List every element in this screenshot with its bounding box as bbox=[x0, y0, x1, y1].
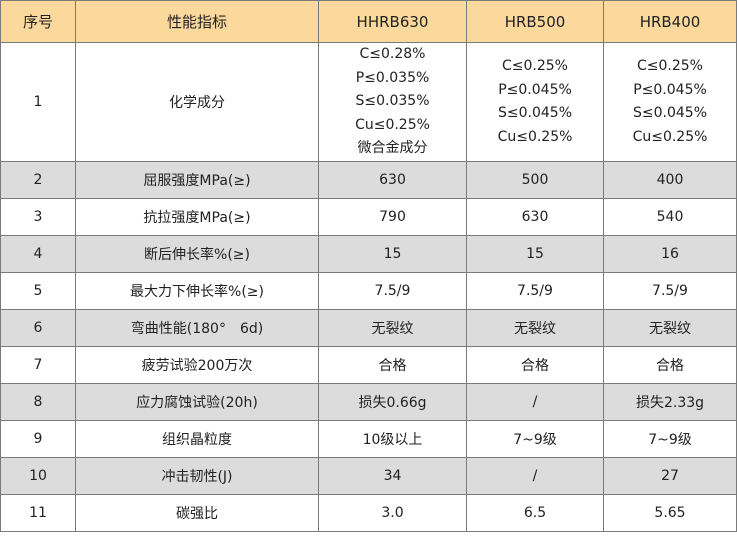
cell-no: 1 bbox=[0, 42, 76, 162]
table-row: 5 最大力下伸长率%(≥) 7.5/9 7.5/9 7.5/9 bbox=[0, 272, 737, 310]
header-property: 性能指标 bbox=[75, 0, 319, 43]
cell-no: 5 bbox=[0, 272, 76, 310]
cell-hrb500: 无裂纹 bbox=[466, 309, 604, 347]
cell-hrb500: 15 bbox=[466, 235, 604, 273]
cell-no: 2 bbox=[0, 161, 76, 199]
cell-property: 疲劳试验200万次 bbox=[75, 346, 319, 384]
cell-hrb400: 7~9级 bbox=[603, 420, 737, 458]
cell-hrb400: 损失2.33g bbox=[603, 383, 737, 421]
cell-property: 抗拉强度MPa(≥) bbox=[75, 198, 319, 236]
cell-hhrb630: 10级以上 bbox=[318, 420, 467, 458]
cell-hhrb630: 3.0 bbox=[318, 494, 467, 532]
composition-line: S≤0.045% bbox=[633, 105, 707, 121]
cell-hhrb630: 无裂纹 bbox=[318, 309, 467, 347]
cell-hhrb630: 34 bbox=[318, 457, 467, 495]
cell-hrb500: 7.5/9 bbox=[466, 272, 604, 310]
cell-no: 10 bbox=[0, 457, 76, 495]
composition-line: Cu≤0.25% bbox=[355, 116, 430, 133]
cell-no: 9 bbox=[0, 420, 76, 458]
table-row: 6 弯曲性能(180° 6d) 无裂纹 无裂纹 无裂纹 bbox=[0, 309, 737, 347]
header-no: 序号 bbox=[0, 0, 76, 43]
cell-hrb500: 7~9级 bbox=[466, 420, 604, 458]
composition-line: Cu≤0.25% bbox=[632, 128, 708, 145]
cell-hrb500: / bbox=[466, 383, 604, 421]
cell-no: 3 bbox=[0, 198, 76, 236]
composition-line: Cu≤0.25% bbox=[497, 128, 573, 145]
header-hrb500: HRB500 bbox=[466, 0, 604, 43]
table-row: 1 化学成分 C≤0.28% P≤0.035% S≤0.035% Cu≤0.25… bbox=[0, 42, 737, 162]
composition-line: P≤0.035% bbox=[355, 69, 430, 86]
cell-hhrb630: 790 bbox=[318, 198, 467, 236]
cell-property: 应力腐蚀试验(20h) bbox=[75, 383, 319, 421]
cell-property: 弯曲性能(180° 6d) bbox=[75, 309, 319, 347]
composition-line: C≤0.28% bbox=[359, 46, 426, 63]
table-row: 4 断后伸长率%(≥) 15 15 16 bbox=[0, 235, 737, 273]
composition-line: P≤0.045% bbox=[633, 81, 707, 98]
cell-property: 化学成分 bbox=[75, 42, 319, 162]
table-row: 3 抗拉强度MPa(≥) 790 630 540 bbox=[0, 198, 737, 236]
composition-line: C≤0.25% bbox=[502, 58, 568, 74]
cell-property: 碳强比 bbox=[75, 494, 319, 532]
cell-hhrb630: 630 bbox=[318, 161, 467, 199]
cell-hrb400: C≤0.25% P≤0.045% S≤0.045% Cu≤0.25% bbox=[603, 42, 737, 162]
cell-no: 7 bbox=[0, 346, 76, 384]
cell-hhrb630: C≤0.28% P≤0.035% S≤0.035% Cu≤0.25% 微合金成分 bbox=[318, 42, 467, 162]
cell-hrb400: 7.5/9 bbox=[603, 272, 737, 310]
cell-hrb500: / bbox=[466, 457, 604, 495]
cell-no: 4 bbox=[0, 235, 76, 273]
cell-hhrb630: 15 bbox=[318, 235, 467, 273]
cell-hrb400: 5.65 bbox=[603, 494, 737, 532]
header-row: 序号 性能指标 HHRB630 HRB500 HRB400 bbox=[0, 0, 737, 43]
composition-line: S≤0.045% bbox=[498, 105, 572, 121]
cell-hrb400: 16 bbox=[603, 235, 737, 273]
cell-hrb400: 27 bbox=[603, 457, 737, 495]
cell-no: 8 bbox=[0, 383, 76, 421]
cell-hhrb630: 7.5/9 bbox=[318, 272, 467, 310]
cell-hrb400: 合格 bbox=[603, 346, 737, 384]
table-row: 8 应力腐蚀试验(20h) 损失0.66g / 损失2.33g bbox=[0, 383, 737, 421]
header-hrb400: HRB400 bbox=[603, 0, 737, 43]
cell-no: 11 bbox=[0, 494, 76, 532]
cell-hhrb630: 损失0.66g bbox=[318, 383, 467, 421]
cell-property: 屈服强度MPa(≥) bbox=[75, 161, 319, 199]
cell-hrb500: 500 bbox=[466, 161, 604, 199]
table-row: 11 碳强比 3.0 6.5 5.65 bbox=[0, 494, 737, 532]
cell-property: 组织晶粒度 bbox=[75, 420, 319, 458]
table-row: 9 组织晶粒度 10级以上 7~9级 7~9级 bbox=[0, 420, 737, 458]
cell-hrb500: 630 bbox=[466, 198, 604, 236]
cell-property: 断后伸长率%(≥) bbox=[75, 235, 319, 273]
cell-no: 6 bbox=[0, 309, 76, 347]
composition-line: 微合金成分 bbox=[357, 140, 428, 157]
composition-line: S≤0.035% bbox=[355, 93, 430, 110]
cell-hrb500: 6.5 bbox=[466, 494, 604, 532]
cell-hrb500: 合格 bbox=[466, 346, 604, 384]
table-row: 10 冲击韧性(J) 34/27 bbox=[0, 457, 737, 495]
table-row: 2 屈服强度MPa(≥) 630 500 400 bbox=[0, 161, 737, 199]
table-row: 7 疲劳试验200万次 合格 合格 合格 bbox=[0, 346, 737, 384]
cell-property: 最大力下伸长率%(≥) bbox=[75, 272, 319, 310]
composition-line: C≤0.25% bbox=[637, 58, 703, 74]
cell-property: 冲击韧性(J) bbox=[75, 457, 319, 495]
cell-hrb400: 400 bbox=[603, 161, 737, 199]
cell-hrb400: 540 bbox=[603, 198, 737, 236]
cell-hrb500: C≤0.25% P≤0.045% S≤0.045% Cu≤0.25% bbox=[466, 42, 604, 162]
cell-hrb400: 无裂纹 bbox=[603, 309, 737, 347]
header-hhrb630: HHRB630 bbox=[318, 0, 467, 43]
composition-line: P≤0.045% bbox=[498, 81, 572, 98]
cell-hhrb630: 合格 bbox=[318, 346, 467, 384]
